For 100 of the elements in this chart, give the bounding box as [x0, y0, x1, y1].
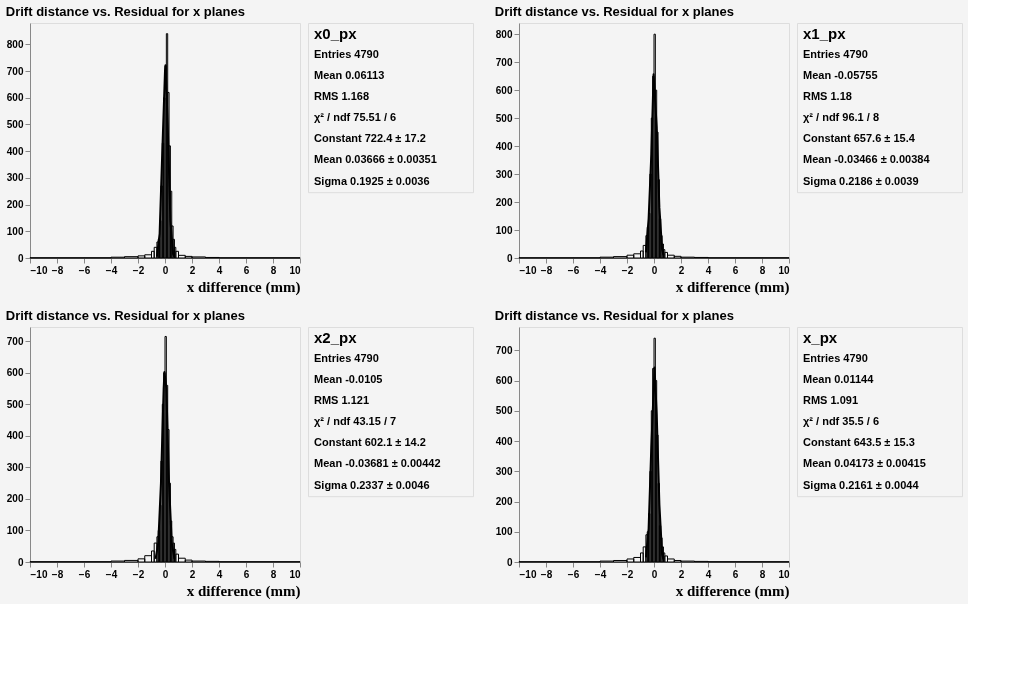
x-tick-label: −6 — [78, 264, 91, 276]
x-axis-title: x difference (mm) — [186, 582, 301, 600]
x-tick-label: 0 — [162, 264, 169, 276]
text: x0_px — [314, 24, 358, 42]
x-tick-label: −8 — [540, 264, 553, 276]
x-axis-title: x difference (mm) — [675, 278, 790, 296]
x-tick-label: −2 — [132, 264, 145, 276]
text: χ² / ndf 96.1 / 8 — [803, 111, 880, 124]
text: Entries 4790 — [803, 351, 868, 364]
x-tick-label: 0 — [651, 568, 658, 580]
text: Sigma 0.2161 ± 0.0044 — [803, 478, 920, 491]
x-tick-label: 10 — [289, 568, 301, 580]
y-tick-label: 100 — [495, 526, 513, 538]
y-tick-label: 200 — [6, 199, 24, 211]
y-tick-label: 600 — [495, 375, 513, 387]
text: Entries 4790 — [314, 47, 379, 60]
y-tick-label: 500 — [6, 118, 24, 130]
text: Mean -0.03466 ± 0.00384 — [803, 153, 931, 166]
text: Constant 657.6 ± 15.4 — [803, 132, 916, 145]
y-tick-label: 400 — [6, 145, 24, 157]
y-tick-label: 0 — [506, 556, 513, 568]
x-tick-label: −8 — [540, 568, 553, 580]
text: Sigma 0.1925 ± 0.0036 — [314, 174, 430, 187]
x-tick-label: −8 — [51, 568, 64, 580]
x-tick-label: −4 — [105, 568, 118, 580]
text: Constant 722.4 ± 17.2 — [314, 132, 426, 145]
x-tick-label: −2 — [621, 568, 634, 580]
text: Mean 0.06113 — [314, 68, 385, 81]
y-tick-label: 300 — [495, 168, 513, 180]
x-tick-label: 10 — [778, 264, 790, 276]
text: Entries 4790 — [803, 47, 868, 60]
x-tick-label: 0 — [162, 568, 169, 580]
text: Mean -0.05755 — [803, 68, 878, 81]
text: Mean -0.03681 ± 0.00442 — [314, 457, 441, 470]
y-tick-label: 0 — [17, 252, 24, 264]
y-tick-label: 600 — [6, 367, 24, 379]
text: x1_px — [803, 24, 847, 42]
y-tick-label: 300 — [6, 172, 24, 184]
y-tick-label: 400 — [6, 430, 24, 442]
x-tick-label: −2 — [621, 264, 634, 276]
y-tick-label: 300 — [6, 461, 24, 473]
x-tick-label: 2 — [678, 264, 685, 276]
x-tick-label: 8 — [270, 568, 277, 580]
x-tick-label: −10 — [30, 264, 48, 276]
chart-title: Drift distance vs. Residual for x planes — [494, 307, 734, 323]
y-tick-label: 500 — [495, 112, 513, 124]
x-tick-label: 8 — [270, 264, 277, 276]
text: Constant 643.5 ± 15.3 — [803, 436, 915, 449]
y-tick-label: 200 — [6, 493, 24, 505]
y-tick-label: 300 — [495, 465, 513, 477]
text: Mean -0.0105 — [314, 372, 383, 385]
text: Mean 0.03666 ± 0.00351 — [314, 153, 437, 166]
x-tick-label: −4 — [594, 568, 607, 580]
x-tick-label: 4 — [216, 264, 223, 276]
y-tick-label: 200 — [495, 196, 513, 208]
text: Constant 602.1 ± 14.2 — [314, 436, 426, 449]
y-tick-label: 100 — [495, 224, 513, 236]
text: χ² / ndf 75.51 / 6 — [314, 111, 397, 124]
x-tick-label: 2 — [189, 264, 196, 276]
y-tick-label: 800 — [495, 28, 513, 40]
x-tick-label: 8 — [759, 264, 766, 276]
text: RMS 1.168 — [314, 90, 370, 103]
text: χ² / ndf 43.15 / 7 — [314, 415, 397, 428]
text: RMS 1.091 — [803, 394, 859, 407]
x-tick-label: −6 — [78, 568, 91, 580]
text: Sigma 0.2337 ± 0.0046 — [314, 478, 430, 491]
y-tick-label: 700 — [495, 344, 513, 356]
y-tick-label: 800 — [6, 38, 24, 50]
x-tick-label: −2 — [132, 568, 145, 580]
y-tick-label: 200 — [495, 496, 513, 508]
y-tick-label: 700 — [495, 56, 513, 68]
y-tick-label: 0 — [17, 556, 24, 568]
y-tick-label: 600 — [6, 92, 24, 104]
y-tick-label: 500 — [495, 405, 513, 417]
text: Sigma 0.2186 ± 0.0039 — [803, 174, 919, 187]
x-tick-label: 4 — [705, 264, 712, 276]
x-tick-label: −6 — [567, 568, 580, 580]
x-tick-label: 4 — [705, 568, 712, 580]
x-tick-label: 6 — [732, 568, 739, 580]
x-tick-label: −4 — [105, 264, 118, 276]
y-tick-label: 100 — [6, 524, 24, 536]
x-tick-label: 6 — [732, 264, 739, 276]
y-tick-label: 100 — [6, 225, 24, 237]
chart-title: Drift distance vs. Residual for x planes — [5, 307, 245, 323]
y-tick-label: 500 — [6, 398, 24, 410]
x-tick-label: 6 — [243, 264, 250, 276]
x-tick-label: 0 — [651, 264, 658, 276]
x-tick-label: 10 — [778, 568, 790, 580]
text: Mean 0.04173 ± 0.00415 — [803, 457, 926, 470]
x-tick-label: −8 — [51, 264, 64, 276]
y-tick-label: 0 — [506, 252, 513, 264]
x-tick-label: 8 — [759, 568, 766, 580]
x-axis-title: x difference (mm) — [675, 582, 790, 600]
y-tick-label: 400 — [495, 140, 513, 152]
y-tick-label: 700 — [6, 335, 24, 347]
x-tick-label: −4 — [594, 264, 607, 276]
x-tick-label: −10 — [519, 568, 537, 580]
text: RMS 1.18 — [803, 90, 852, 103]
chart-title: Drift distance vs. Residual for x planes — [494, 3, 734, 19]
chart-title: Drift distance vs. Residual for x planes — [5, 3, 245, 19]
